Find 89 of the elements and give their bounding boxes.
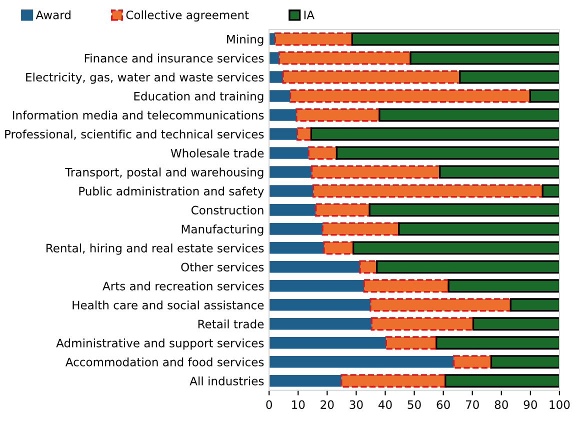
bar — [289, 89, 531, 103]
bar — [378, 108, 560, 122]
bar — [274, 32, 353, 46]
bar — [368, 203, 560, 217]
y-tick-label: Electricity, gas, water and waste services — [26, 72, 264, 84]
bar — [336, 146, 560, 160]
bar — [269, 299, 370, 311]
x-tick-label: 20 — [320, 400, 334, 409]
bar — [459, 70, 560, 84]
x-tick-label: 90 — [524, 400, 538, 409]
bar — [352, 241, 560, 255]
bar — [269, 71, 284, 83]
bar — [269, 109, 296, 121]
bar — [370, 298, 512, 312]
x-tick-label: 70 — [466, 400, 479, 409]
bar — [282, 70, 461, 84]
bar — [278, 51, 412, 65]
bar — [385, 336, 438, 350]
bar — [269, 318, 372, 330]
bar — [436, 336, 560, 350]
bar — [310, 127, 560, 141]
bar — [490, 355, 560, 369]
legend-label: Collective agreement — [126, 10, 249, 22]
legend-label: Award — [36, 10, 70, 20]
bar — [269, 90, 290, 102]
y-tick-label: Mining — [227, 34, 264, 46]
bar — [269, 374, 342, 387]
y-tick-label: Health care and social assistance — [72, 300, 264, 310]
y-tick-label: Wholesale trade — [170, 148, 264, 158]
y-tick-label: Administrative and support services — [56, 338, 264, 350]
bar — [370, 317, 474, 331]
y-tick-label: All industries — [190, 376, 264, 386]
bar — [444, 374, 560, 388]
bar — [310, 165, 441, 179]
x-tick-label: 60 — [436, 400, 450, 409]
bar — [351, 32, 560, 46]
bar — [269, 185, 314, 197]
y-tick-label: Other services — [181, 262, 264, 272]
bar — [269, 147, 309, 159]
bar — [312, 184, 544, 198]
x-tick-label: 10 — [292, 400, 305, 409]
y-tick-label: Finance and insurance services — [84, 54, 264, 63]
y-tick-label: Transport, postal and warehousing — [65, 168, 264, 179]
bar — [269, 261, 360, 273]
y-tick-label: Retail trade — [198, 320, 264, 328]
bar — [340, 374, 446, 388]
bar — [398, 222, 560, 236]
bar — [448, 279, 560, 293]
bar — [359, 260, 378, 274]
bar — [323, 241, 354, 255]
legend-label: IA — [304, 10, 314, 20]
x-tick-label: 100 — [550, 400, 570, 409]
bar — [472, 317, 560, 331]
bar — [363, 279, 450, 293]
y-tick-label: Arts and recreation services — [102, 282, 264, 290]
x-tick-label: 30 — [350, 400, 363, 409]
x-tick-label: 80 — [494, 400, 508, 409]
x-tick-label: 0 — [266, 400, 272, 409]
x-tick-label: 40 — [378, 400, 392, 409]
x-tick-label: 50 — [408, 400, 421, 409]
y-tick-label: Accommodation and food services — [65, 357, 264, 366]
bar — [529, 89, 560, 103]
bar — [542, 184, 560, 198]
bar — [376, 260, 560, 274]
bar — [269, 242, 324, 254]
bar — [269, 204, 316, 216]
y-tick-label: Education and training — [134, 92, 264, 103]
bar — [452, 355, 492, 369]
bar — [439, 165, 560, 179]
bar — [315, 203, 370, 217]
bar — [296, 108, 380, 122]
bar — [510, 298, 560, 312]
bar — [410, 51, 560, 65]
y-tick-label: Rental, hiring and real estate services — [46, 244, 264, 255]
y-tick-label: Public administration and safety — [79, 186, 264, 198]
bar — [269, 52, 280, 64]
y-tick-label: Professional, scientific and technical services — [5, 130, 264, 140]
bar — [269, 336, 386, 349]
bar — [296, 127, 312, 141]
bar — [269, 280, 364, 292]
bar — [269, 128, 298, 140]
y-tick-label: Construction — [191, 206, 264, 214]
bar — [269, 356, 454, 368]
bar — [308, 146, 338, 160]
bar — [269, 166, 312, 178]
y-tick-label: Manufacturing — [182, 224, 264, 236]
bar — [269, 223, 323, 235]
bar — [322, 222, 400, 236]
y-tick-label: Information media and telecommunications — [12, 110, 264, 120]
